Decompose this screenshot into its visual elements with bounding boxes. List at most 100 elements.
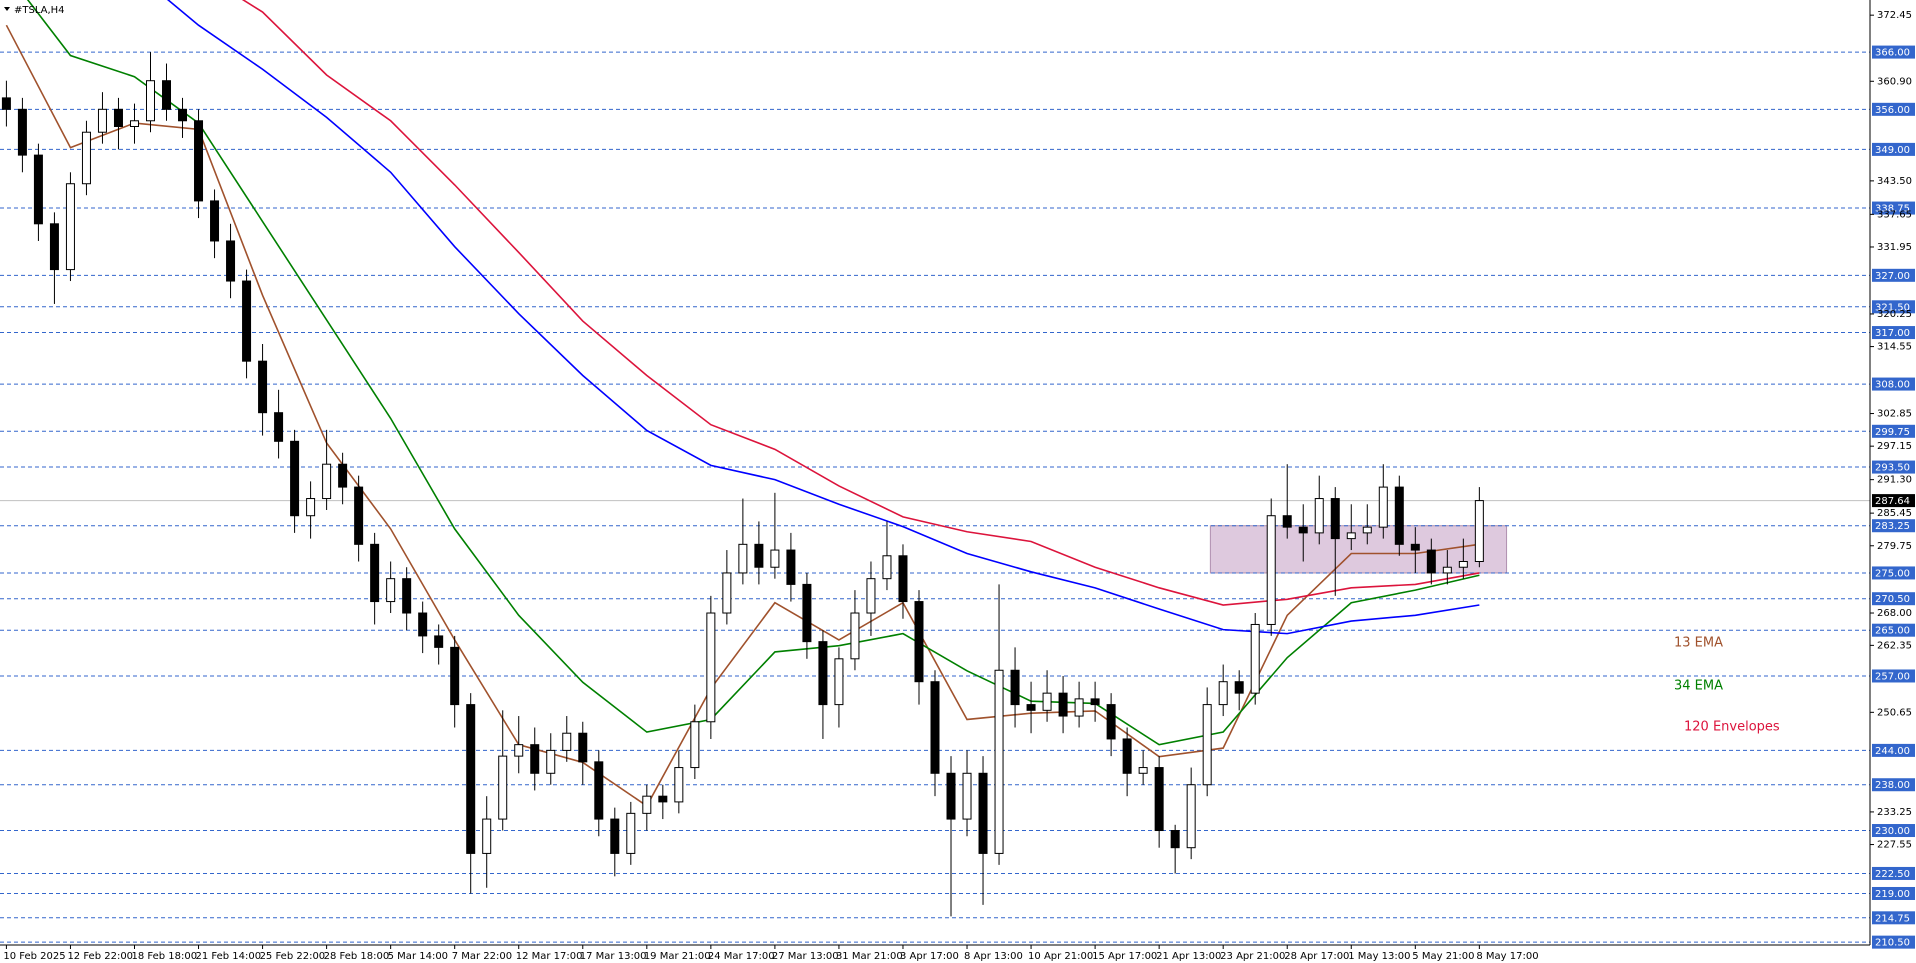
candle-body bbox=[514, 744, 524, 757]
x-tick-label: 5 May 21:00 bbox=[1412, 951, 1474, 962]
x-tick-label: 28 Apr 17:00 bbox=[1284, 951, 1349, 962]
candle-body bbox=[17, 108, 27, 156]
candle-body bbox=[1, 97, 11, 110]
candle-body bbox=[1266, 515, 1276, 625]
candle-body bbox=[1458, 561, 1468, 568]
candle-body bbox=[498, 755, 508, 820]
candle-body bbox=[1410, 543, 1420, 551]
level-label: 327.00 bbox=[1875, 271, 1910, 282]
candle-body bbox=[946, 772, 956, 820]
candle-body bbox=[242, 280, 252, 362]
candle-body bbox=[994, 669, 1004, 854]
x-tick-label: 27 Mar 13:00 bbox=[772, 951, 839, 962]
candle-body bbox=[722, 572, 732, 614]
current-price-label: 287.64 bbox=[1875, 496, 1910, 507]
level-label: 257.00 bbox=[1875, 671, 1910, 682]
y-tick-label: 360.90 bbox=[1877, 76, 1912, 87]
x-tick-label: 23 Apr 21:00 bbox=[1220, 951, 1285, 962]
x-tick-label: 10 Apr 21:00 bbox=[1028, 951, 1093, 962]
x-tick-label: 10 Feb 2025 bbox=[3, 951, 65, 962]
level-label: 265.00 bbox=[1875, 626, 1910, 637]
x-tick-label: 1 May 13:00 bbox=[1348, 951, 1410, 962]
y-tick-label: 250.65 bbox=[1877, 707, 1912, 718]
candle-body bbox=[274, 412, 284, 442]
candle-body bbox=[81, 131, 91, 185]
candle-body bbox=[882, 555, 892, 580]
level-label: 219.00 bbox=[1875, 889, 1910, 900]
candle-body bbox=[145, 80, 155, 122]
candle-body bbox=[258, 360, 268, 414]
level-label-box bbox=[1872, 935, 1915, 949]
menu-triangle[interactable] bbox=[4, 7, 10, 11]
candle-body bbox=[562, 732, 572, 751]
level-label: 222.50 bbox=[1875, 869, 1910, 880]
candle-body bbox=[1298, 526, 1308, 534]
candle-body bbox=[818, 641, 828, 706]
candle-body bbox=[1010, 669, 1020, 706]
level-label-box bbox=[1872, 268, 1915, 282]
candle-body bbox=[1026, 704, 1036, 711]
level-label-box bbox=[1872, 592, 1915, 606]
candle-body bbox=[210, 200, 220, 242]
indicator-label: 13 EMA bbox=[1674, 636, 1723, 651]
x-tick-label: 21 Feb 14:00 bbox=[196, 951, 262, 962]
candle-body bbox=[1122, 738, 1132, 774]
candle-body bbox=[434, 635, 444, 648]
indicator-label: 120 Envelopes bbox=[1684, 720, 1780, 735]
level-label-box bbox=[1872, 377, 1915, 391]
candle-body bbox=[850, 612, 860, 660]
candle-body bbox=[194, 120, 204, 202]
y-tick-label: 233.25 bbox=[1877, 807, 1912, 818]
y-tick-label: 314.55 bbox=[1877, 342, 1912, 353]
candle-body bbox=[290, 440, 300, 517]
candle-body bbox=[322, 463, 332, 500]
x-tick-label: 7 Mar 22:00 bbox=[452, 951, 512, 962]
candle-body bbox=[1394, 486, 1404, 545]
candle-body bbox=[978, 772, 988, 854]
indicator-line bbox=[5, 24, 1480, 808]
candle-body bbox=[1186, 784, 1196, 849]
level-label-box bbox=[1872, 45, 1915, 59]
x-tick-label: 21 Apr 13:00 bbox=[1156, 951, 1221, 962]
x-tick-label: 8 Apr 13:00 bbox=[964, 951, 1023, 962]
candle-body bbox=[402, 578, 412, 614]
level-label-box bbox=[1872, 866, 1915, 880]
x-tick-label: 8 May 17:00 bbox=[1476, 951, 1538, 962]
candle-body bbox=[626, 812, 636, 854]
level-label: 321.50 bbox=[1875, 302, 1910, 313]
x-tick-label: 12 Feb 22:00 bbox=[67, 951, 133, 962]
candle-body bbox=[610, 818, 620, 854]
x-tick-label: 31 Mar 21:00 bbox=[836, 951, 903, 962]
plot-area bbox=[0, 0, 1870, 943]
y-tick-label: 331.95 bbox=[1877, 242, 1912, 253]
candle-body bbox=[674, 767, 684, 803]
candle-body bbox=[129, 120, 139, 127]
indicator-label: 34 EMA bbox=[1674, 679, 1723, 694]
y-tick-label: 262.35 bbox=[1877, 640, 1912, 651]
candle-body bbox=[1314, 498, 1324, 534]
candle-body bbox=[418, 612, 428, 637]
candle-body bbox=[1346, 532, 1356, 540]
level-label-box bbox=[1872, 566, 1915, 580]
x-tick-label: 19 Mar 21:00 bbox=[644, 951, 711, 962]
candle-body bbox=[834, 658, 844, 706]
chart-title: #TSLA,H4 bbox=[14, 5, 65, 16]
level-label: 214.75 bbox=[1875, 913, 1910, 924]
candle-body bbox=[1090, 698, 1100, 706]
candle-body bbox=[1474, 500, 1484, 563]
candle-body bbox=[738, 543, 748, 574]
level-label: 317.00 bbox=[1875, 328, 1910, 339]
candle-body bbox=[786, 549, 796, 585]
candle-body bbox=[962, 772, 972, 820]
candle-body bbox=[97, 108, 107, 133]
y-tick-label: 291.30 bbox=[1877, 475, 1912, 486]
candle-body bbox=[1426, 549, 1436, 574]
y-tick-label: 302.85 bbox=[1877, 409, 1912, 420]
level-label: 238.00 bbox=[1875, 780, 1910, 791]
candle-body bbox=[1202, 704, 1212, 786]
candle-body bbox=[1170, 830, 1180, 849]
candle-body bbox=[754, 543, 764, 568]
level-label: 275.00 bbox=[1875, 568, 1910, 579]
y-tick-label: 279.75 bbox=[1877, 541, 1912, 552]
